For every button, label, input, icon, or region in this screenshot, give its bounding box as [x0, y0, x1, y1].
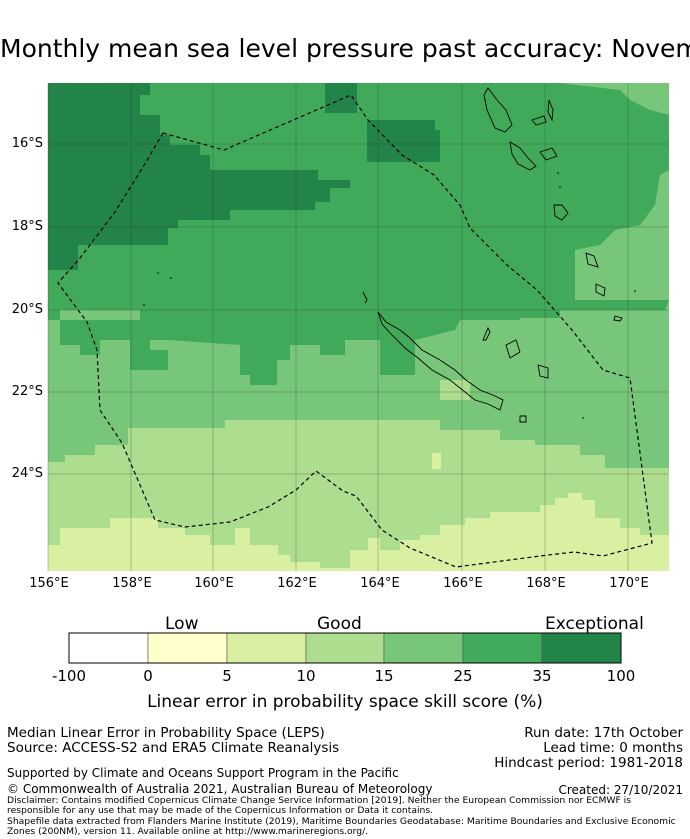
island-dots	[143, 172, 636, 419]
colorbar-label: Linear error in probability space skill …	[147, 692, 543, 712]
lon-label: 168°E	[526, 576, 566, 591]
colorbar-bin	[541, 632, 622, 664]
lon-label: 156°E	[29, 576, 69, 591]
lon-label: 166°E	[443, 576, 483, 591]
lat-label: 22°S	[11, 384, 43, 399]
category-exceptional: Exceptional	[545, 614, 644, 634]
eez-boundary	[57, 94, 653, 568]
map-title: Monthly mean sea level pressure past acc…	[0, 34, 690, 63]
colorbar-bin	[383, 632, 464, 664]
lon-label: 162°E	[277, 576, 317, 591]
colorbar-tick: 5	[222, 667, 232, 685]
hindcast-period: Hindcast period: 1981-2018	[494, 755, 683, 771]
colorbar-tick: -100	[51, 667, 87, 685]
map	[47, 83, 669, 571]
colorbar-tick: 100	[606, 667, 636, 685]
category-good: Good	[317, 614, 362, 634]
lon-label: 170°E	[609, 576, 649, 591]
lead-time: Lead time: 0 months	[543, 740, 683, 756]
disclaimer-text: Disclaimer: Contains modified Copernicus…	[7, 795, 632, 817]
info-leps: Median Linear Error in Probability Space…	[7, 725, 325, 741]
support-text: Supported by Climate and Oceans Support …	[7, 766, 399, 780]
lon-label: 164°E	[360, 576, 400, 591]
lat-label: 16°S	[11, 136, 43, 151]
colorbar-tick: 25	[453, 667, 473, 685]
colorbar-tick: 0	[143, 667, 153, 685]
run-date: Run date: 17th October	[524, 725, 683, 741]
lon-label: 158°E	[112, 576, 152, 591]
created-date: Created: 27/10/2021	[558, 783, 683, 797]
lat-label: 20°S	[11, 302, 43, 317]
copyright-text: © Commonwealth of Australia 2021, Austra…	[7, 782, 433, 796]
colorbar-bin	[226, 632, 307, 664]
colorbar-bin	[147, 632, 228, 664]
colorbar-tick: 15	[374, 667, 394, 685]
zone-good-high-patches	[48, 310, 560, 385]
zone-low-high	[48, 453, 669, 571]
lat-label: 24°S	[11, 466, 43, 481]
coastlines	[362, 87, 623, 423]
info-source: Source: ACCESS-S2 and ERA5 Climate Reana…	[7, 740, 340, 756]
zone-good-mid	[48, 83, 669, 470]
lon-label: 160°E	[194, 576, 234, 591]
category-low: Low	[165, 614, 199, 634]
zone-exceptional	[48, 83, 440, 270]
colorbar-bin	[462, 632, 543, 664]
colorbar	[68, 632, 622, 664]
colorbar-bin	[68, 632, 149, 664]
colorbar-tick: 10	[296, 667, 316, 685]
shapefile-credit: Shapefile data extracted from Flanders M…	[7, 816, 676, 838]
colorbar-tick: 35	[532, 667, 552, 685]
colorbar-bin	[305, 632, 385, 664]
lat-label: 18°S	[11, 219, 43, 234]
